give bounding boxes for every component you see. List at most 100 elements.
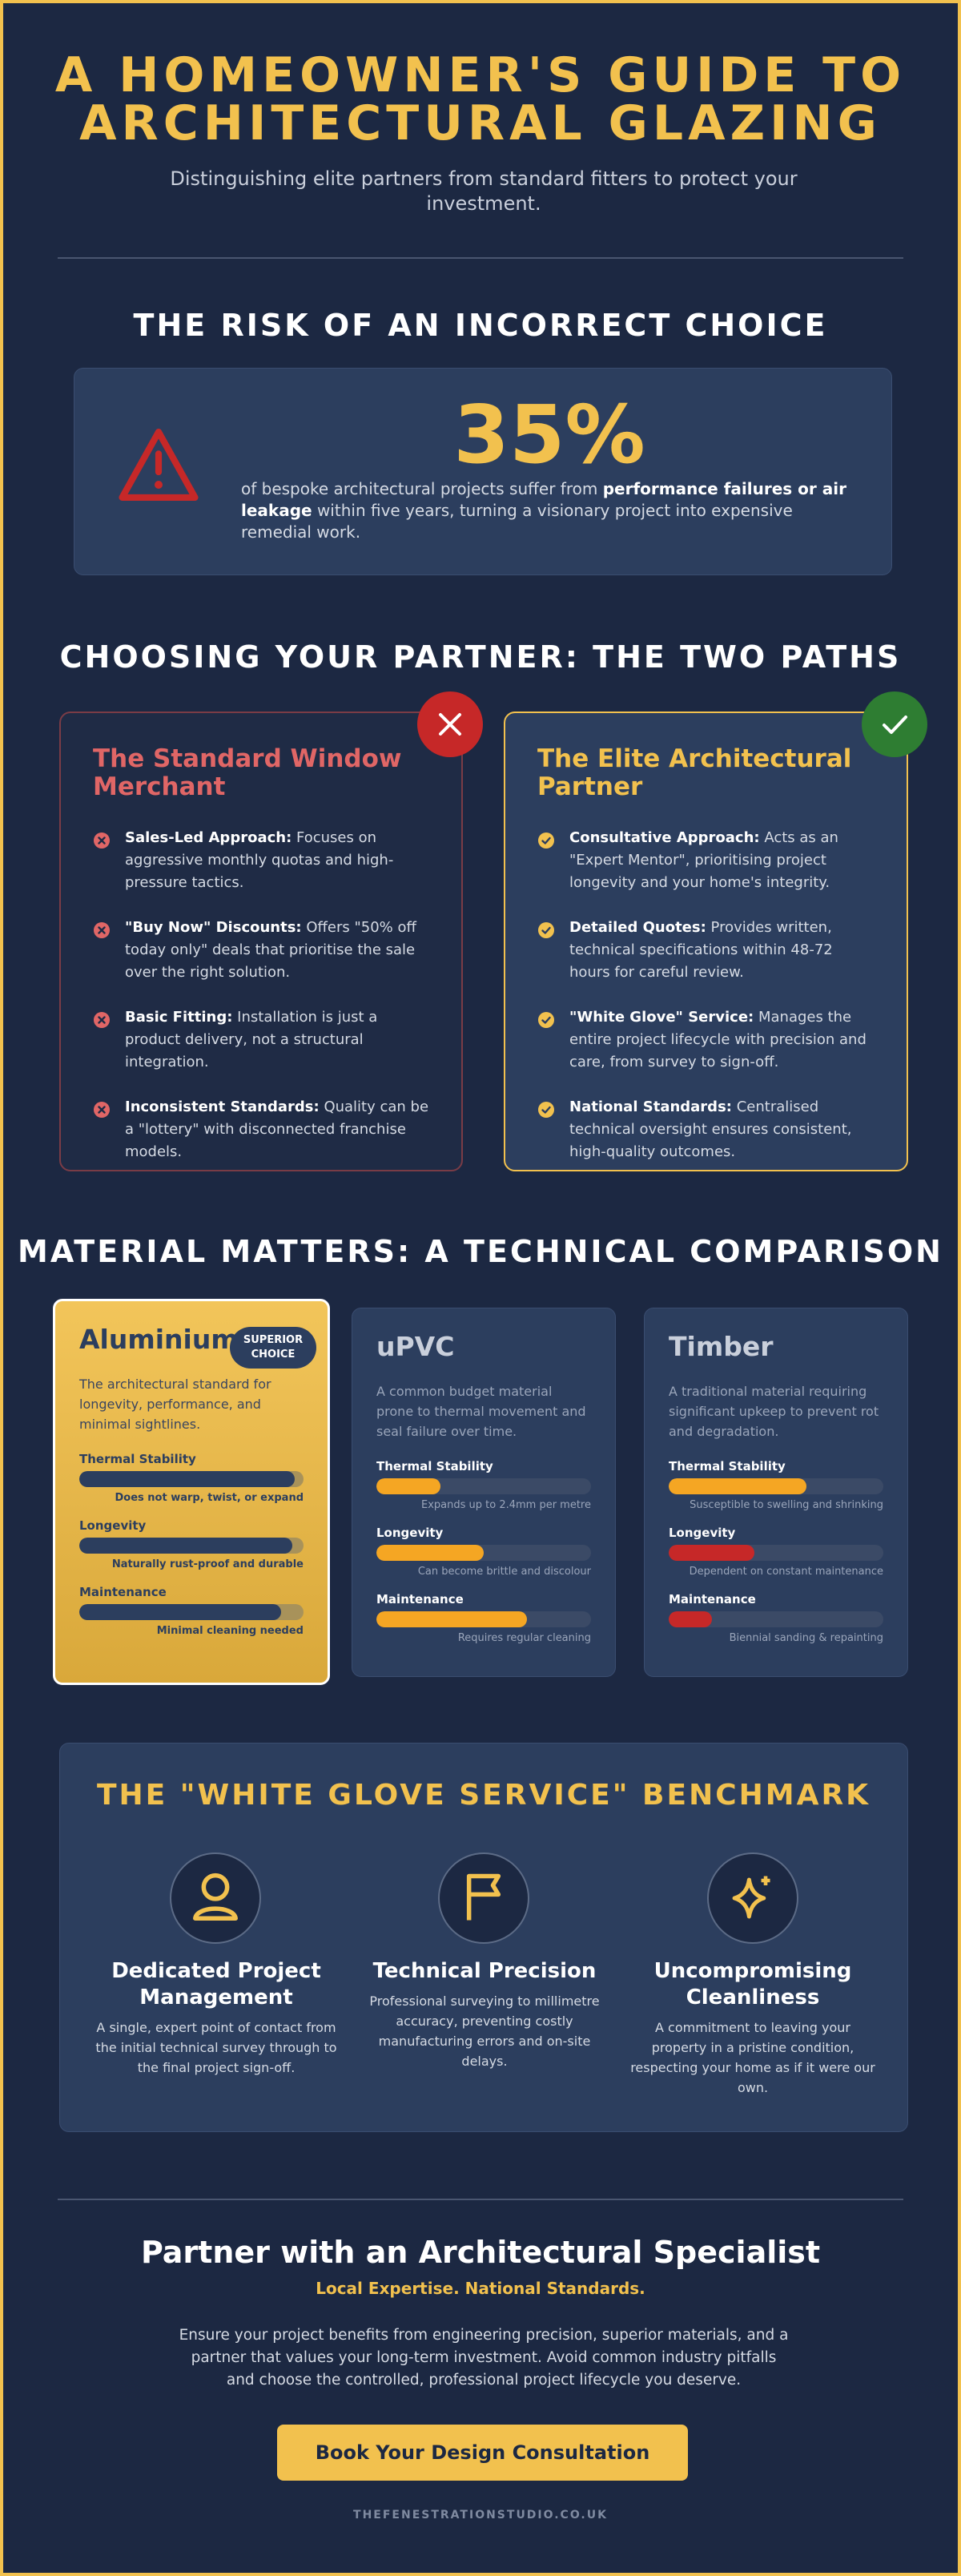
material-card: Timber A traditional material requiring s…: [644, 1308, 908, 1677]
path-item: Inconsistent Standards: Quality can be a…: [93, 1096, 432, 1163]
item-title: Detailed Quotes:: [569, 919, 706, 936]
icon-shape: [119, 429, 199, 501]
item-text: Consultative Approach: Acts as an "Exper…: [569, 827, 878, 894]
text: of bespoke architectural projects suffer…: [241, 479, 598, 498]
standard-card: The Standard Window Merchant Sales-Led A…: [59, 712, 463, 1171]
metric-note: Does not warp, twist, or expand: [115, 1492, 304, 1504]
metric-label: Maintenance: [79, 1585, 167, 1599]
bar: [79, 1538, 292, 1554]
icon-shape: [732, 1877, 766, 1919]
pillar-text: A commitment to leaving your property in…: [630, 2020, 875, 2095]
metric-note: Minimal cleaning needed: [156, 1625, 304, 1637]
item-text: Detailed Quotes: Provides written, techn…: [569, 917, 878, 984]
icon-shape: [439, 713, 461, 736]
bar: [669, 1611, 712, 1627]
page-title: A HOMEOWNER'S GUIDE TO ARCHITECTURAL GLA…: [54, 47, 907, 151]
cta-button[interactable]: Book Your Design Consultation: [277, 2425, 688, 2481]
icon: [170, 1852, 261, 1944]
card-title: The Standard Window Merchant: [93, 744, 402, 801]
bar-track: [79, 1471, 304, 1487]
material-name: Aluminium: [79, 1324, 239, 1355]
bullet-icon: [93, 1006, 125, 1074]
risk-stat: 35%: [453, 388, 645, 482]
check-badge: [862, 691, 927, 757]
icon-shape: [98, 836, 106, 845]
item-body: Focuses on aggressive monthly quotas and…: [125, 829, 394, 891]
bullet-svg: [538, 832, 554, 849]
material-card: Aluminium SUPERIOR CHOICE The architectura…: [53, 1299, 330, 1685]
icon-shape: [538, 922, 554, 938]
item-title: Consultative Approach:: [569, 829, 760, 846]
item-text: Sales-Led Approach: Focuses on aggressiv…: [125, 827, 432, 894]
bullet-svg: [538, 922, 554, 938]
bullet-icon: [93, 827, 125, 894]
bar: [669, 1478, 806, 1494]
bullet-svg: [538, 1102, 554, 1118]
cta-text: Ensure your project benefits from engine…: [179, 2327, 789, 2389]
item-title: Sales-Led Approach:: [125, 829, 292, 846]
material-description: A traditional material requiring signifi…: [669, 1384, 879, 1439]
elite-card: The Elite Architectural Partner Consulta…: [504, 712, 908, 1171]
warning-icon: [119, 429, 199, 501]
metric-note: Requires regular cleaning: [457, 1632, 591, 1644]
pillar: Uncompromising Cleanliness A commitment t…: [629, 1958, 877, 2098]
pillar-title: Technical Precision: [372, 1959, 597, 1983]
bar-track: [376, 1545, 591, 1561]
bar: [79, 1604, 281, 1620]
bullet-svg: [538, 1012, 554, 1028]
bullet-icon: [537, 1096, 569, 1163]
icon-shape: [862, 691, 927, 757]
bar: [376, 1611, 527, 1627]
icon-shape: [98, 1016, 106, 1024]
section-heading: THE "WHITE GLOVE SERVICE" BENCHMARK: [96, 1779, 871, 1812]
material-description: A common budget material prone to therma…: [376, 1384, 586, 1439]
bullet-svg: [94, 832, 110, 849]
path-item: "Buy Now" Discounts: Offers "50% off tod…: [93, 917, 432, 984]
material-description: The architectural standard for longevity…: [79, 1377, 271, 1432]
bullet-icon: [93, 1096, 125, 1163]
metric-note: Biennial sanding & repainting: [729, 1632, 883, 1644]
item-title: National Standards:: [569, 1099, 732, 1115]
metric-label: Maintenance: [376, 1592, 464, 1606]
metric-note: Can become brittle and discolour: [417, 1566, 591, 1578]
item-text: "White Glove" Service: Manages the entir…: [569, 1006, 878, 1074]
pillar: Technical Precision Professional surveyin…: [360, 1958, 609, 2071]
icon-shape: [98, 1106, 106, 1114]
icon-shape: [98, 926, 106, 934]
flag-icon: [466, 1873, 501, 1921]
bar: [79, 1471, 295, 1487]
metric-label: Longevity: [669, 1526, 736, 1540]
icon-shape: [883, 716, 907, 734]
icon-shape: [541, 1106, 551, 1114]
bar: [669, 1545, 755, 1561]
metric-label: Longevity: [79, 1518, 147, 1533]
bar-track: [669, 1478, 883, 1494]
cta-heading: Partner with an Architectural Specialist: [140, 2235, 821, 2270]
bar: [376, 1545, 484, 1561]
bar-track: [376, 1478, 591, 1494]
badge: SUPERIOR CHOICE: [230, 1327, 316, 1369]
item-body: Centralised technical oversight ensures …: [569, 1099, 852, 1160]
service-card: THE "WHITE GLOVE SERVICE" BENCHMARK Dedi…: [59, 1743, 908, 2132]
path-item: Consultative Approach: Acts as an "Exper…: [537, 827, 878, 894]
cta-tagline: Local Expertise. National Standards.: [316, 2279, 645, 2298]
divider: [58, 2199, 903, 2200]
pillar-text: Professional surveying to millimetre acc…: [369, 1993, 600, 2069]
divider: [58, 257, 903, 259]
bullet-svg: [94, 1102, 110, 1118]
bar-track: [79, 1604, 304, 1620]
item-body: Installation is just a product delivery,…: [125, 1009, 378, 1070]
icon-shape: [155, 481, 163, 489]
item-title: "White Glove" Service:: [569, 1009, 754, 1026]
item-title: "Buy Now" Discounts:: [125, 919, 302, 936]
icon-shape: [538, 1012, 554, 1028]
bullet-icon: [537, 827, 569, 894]
subtitle: Distinguishing elite partners from stand…: [170, 167, 798, 215]
item-title: Inconsistent Standards:: [125, 1099, 320, 1115]
icon-shape: [193, 1906, 238, 1921]
bar: [376, 1478, 441, 1494]
item-body: Provides written, technical specificatio…: [569, 919, 833, 981]
